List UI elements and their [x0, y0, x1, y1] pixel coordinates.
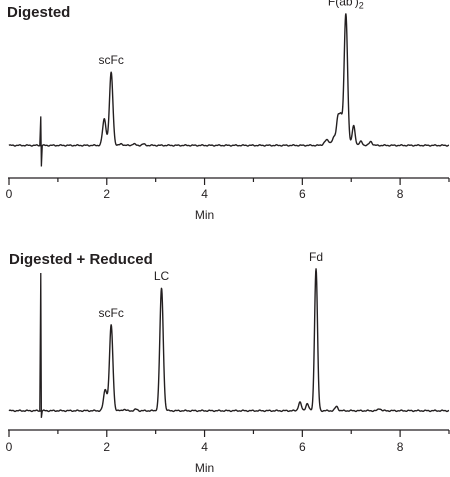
chart-panel-1: Digested scFc F(ab′)2 0 2 4 6 8 Min: [6, 0, 450, 222]
chromatogram-trace: [8, 268, 450, 413]
peak-label: Fd: [309, 250, 323, 264]
chromatogram-trace: [8, 13, 450, 147]
x-tick-label: 0: [6, 440, 13, 454]
peak-label: F(ab′)2: [328, 0, 364, 11]
chart-title: Digested + Reduced: [9, 251, 153, 268]
peak-label: scFc: [99, 53, 124, 67]
injection-spike: [39, 116, 43, 167]
x-tick-label: 8: [397, 440, 404, 454]
x-tick-label: 6: [299, 187, 306, 201]
x-tick-label: 6: [299, 440, 306, 454]
x-tick-label: 4: [201, 440, 208, 454]
peak-label: LC: [154, 269, 170, 283]
chart-title: Digested: [7, 4, 70, 21]
x-tick-label: 2: [103, 440, 110, 454]
x-tick-label: 0: [6, 187, 13, 201]
injection-spike: [39, 272, 43, 418]
x-axis-label: Min: [195, 461, 214, 475]
peak-label: scFc: [99, 306, 124, 320]
chart-panel-2: Digested + Reduced scFc LC Fd 0 2 4 6 8 Min: [6, 250, 450, 475]
x-tick-label: 2: [103, 187, 110, 201]
x-axis-label: Min: [195, 208, 214, 222]
x-tick-label: 8: [397, 187, 404, 201]
x-tick-label: 4: [201, 187, 208, 201]
